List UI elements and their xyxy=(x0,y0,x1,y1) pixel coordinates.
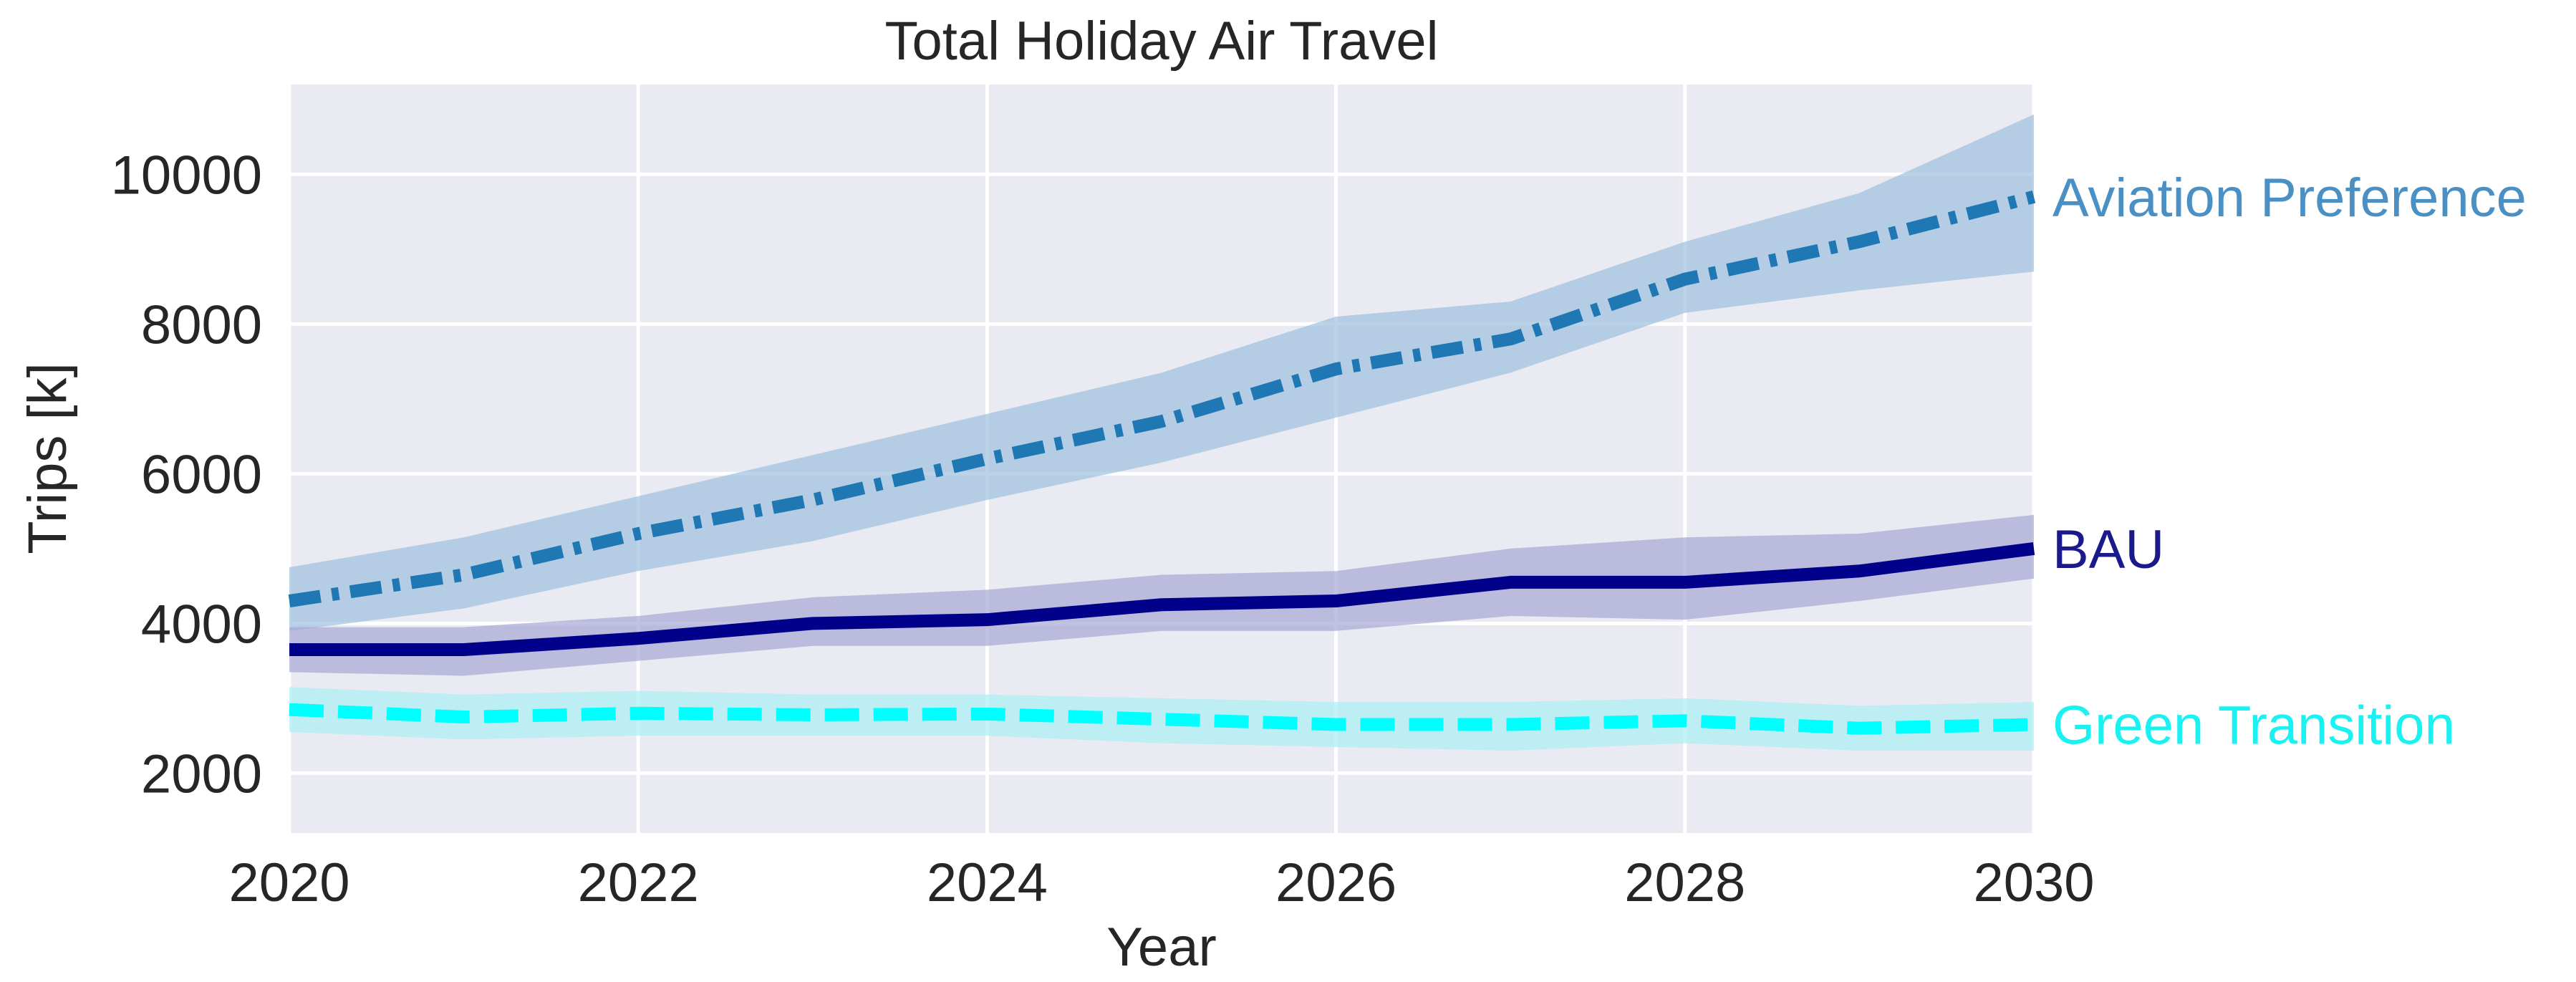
y-tick-label: 2000 xyxy=(141,743,262,804)
series-line xyxy=(288,191,2036,607)
x-tick-label: 2024 xyxy=(927,852,1048,913)
x-tick-label: 2022 xyxy=(578,852,699,913)
x-tick-label: 2030 xyxy=(1973,852,2094,913)
x-tick-label: 2026 xyxy=(1275,852,1396,913)
y-tick-label: 6000 xyxy=(141,444,262,505)
series-lines xyxy=(288,191,2036,735)
x-tick-labels: 2020 2022 2024 2026 2028 2030 xyxy=(228,852,2094,913)
series-label: Aviation Preference xyxy=(2052,168,2527,228)
y-axis-title: Trips [k] xyxy=(17,362,78,554)
x-tick-label: 2020 xyxy=(228,852,349,913)
series-line xyxy=(289,541,2035,656)
y-tick-label: 8000 xyxy=(141,294,262,355)
chart-title: Total Holiday Air Travel xyxy=(885,11,1439,72)
series-label: BAU xyxy=(2052,519,2164,580)
series-label: Green Transition xyxy=(2052,695,2455,756)
x-tick-label: 2028 xyxy=(1624,852,1745,913)
y-tick-label: 10000 xyxy=(111,145,262,206)
confidence-band xyxy=(289,114,2034,631)
series-labels: Aviation Preference BAU Green Transition xyxy=(2052,168,2527,756)
confidence-band xyxy=(289,687,2034,751)
x-axis-title: Year xyxy=(1106,917,1217,978)
y-tick-labels: 2000 4000 6000 8000 10000 xyxy=(111,145,262,804)
y-tick-label: 4000 xyxy=(141,594,262,655)
